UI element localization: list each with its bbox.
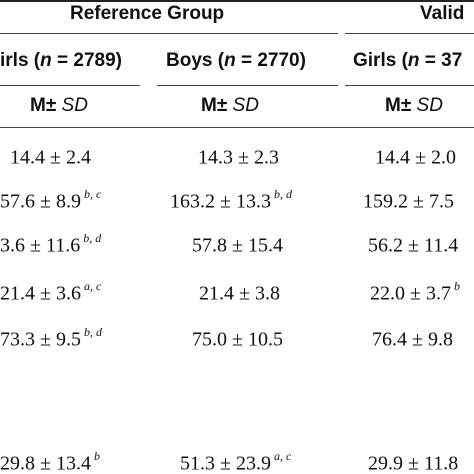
table-cell: 56.2 ± 11.4: [368, 233, 461, 258]
cell-footnote: a, c: [273, 449, 292, 463]
stat-mean-label: M±: [30, 95, 57, 116]
top-rule: [0, 0, 474, 2]
cell-footnote: b, c: [83, 187, 102, 201]
column-header-boys-reference: Boys (n = 2770): [166, 50, 306, 72]
table-cell: 29.8 ± 13.4 b: [0, 449, 100, 474]
column-header-girls-reference: irls (n = 2789): [0, 50, 122, 72]
table-cell: 21.4 ± 3.6 a, c: [0, 279, 102, 306]
n-symbol: n: [40, 50, 52, 71]
cell-value: 14.4 ± 2.4: [10, 146, 91, 169]
table-cell: 14.3 ± 2.3: [198, 145, 282, 170]
stat-sd-label: SD: [232, 95, 259, 116]
table-cell: 14.4 ± 2.0: [375, 145, 459, 170]
cell-value: 14.3 ± 2.3: [198, 146, 279, 169]
stat-sd-label: SD: [416, 95, 443, 116]
cell-value: 163.2 ± 13.3: [170, 190, 271, 213]
table-cell: 163.2 ± 13.3 b, d: [170, 187, 292, 214]
column-header-label: irls (: [0, 50, 41, 71]
cell-value: 21.4 ± 3.8: [199, 282, 280, 305]
cell-footnote: b: [453, 279, 460, 293]
cell-value: 73.3 ± 9.5: [0, 328, 81, 351]
column-header-label: Boys (: [166, 50, 225, 71]
cell-value: 76.4 ± 9.8: [372, 328, 453, 351]
cell-value: 21.4 ± 3.6: [0, 282, 81, 305]
stat-mean-label: M±: [385, 95, 412, 116]
stat-header-rule: [0, 127, 474, 128]
column-header-rule-1: [0, 85, 140, 86]
table-cell: 76.4 ± 9.8: [372, 327, 456, 352]
column-header-count: = 2789): [51, 50, 122, 71]
table-cell: 29.9 ± 11.8: [368, 451, 461, 474]
cell-footnote: b, d: [83, 231, 102, 245]
cell-value: 22.0 ± 3.7: [370, 282, 451, 305]
cell-value: 51.3 ± 23.9: [180, 452, 271, 474]
n-symbol: n: [407, 50, 420, 71]
stat-mean-label: M±: [201, 95, 228, 116]
cell-footnote: a, c: [83, 279, 102, 293]
stat-sd-label: SD: [61, 95, 88, 116]
column-header-rule-2: [157, 85, 338, 86]
cell-value: 29.8 ± 13.4: [0, 452, 91, 474]
n-symbol: n: [224, 50, 236, 71]
cell-value: 57.8 ± 15.4: [192, 234, 283, 257]
column-header-count: = 2770): [235, 50, 306, 71]
table-cell: 57.8 ± 15.4: [192, 233, 286, 258]
table-cell: 57.6 ± 8.9 b, c: [0, 187, 102, 214]
cell-value: 3.6 ± 11.6: [0, 234, 81, 257]
group-header-reference: Reference Group: [70, 3, 225, 24]
stat-header-col1: M± SD: [30, 95, 88, 117]
cell-value: 57.6 ± 8.9: [0, 190, 81, 213]
cell-footnote: b, d: [273, 187, 292, 201]
column-header-girls-validation: Girls (n = 37: [353, 50, 462, 72]
table-cell: 22.0 ± 3.7 b: [370, 279, 460, 306]
table-cell: 3.6 ± 11.6 b, d: [0, 231, 102, 258]
cell-footnote: b, d: [83, 325, 102, 339]
cell-value: 14.4 ± 2.0: [375, 146, 456, 169]
group-rule-reference: [0, 33, 338, 34]
stat-header-col3: M± SD: [385, 95, 443, 117]
column-header-count: = 37: [419, 50, 463, 71]
group-rule-validation: [345, 33, 474, 34]
table-cell: 14.4 ± 2.4: [10, 145, 94, 170]
column-header-label: Girls (: [353, 50, 408, 71]
column-header-rule-3: [345, 85, 474, 86]
table-cell: 21.4 ± 3.8: [199, 281, 283, 306]
table-cell: 51.3 ± 23.9 a, c: [180, 449, 292, 474]
group-header-validation: Valid: [420, 3, 465, 24]
table-cell: 73.3 ± 9.5 b, d: [0, 325, 102, 352]
cell-value: 159.2 ± 7.5: [363, 190, 454, 213]
cell-value: 56.2 ± 11.4: [368, 234, 459, 257]
stat-header-col2: M± SD: [201, 95, 259, 117]
table-cell: 75.0 ± 10.5: [192, 327, 286, 352]
cell-value: 29.9 ± 11.8: [368, 452, 459, 474]
cell-value: 75.0 ± 10.5: [192, 328, 283, 351]
cell-footnote: b: [93, 449, 100, 463]
table-cell: 159.2 ± 7.5: [363, 189, 457, 214]
